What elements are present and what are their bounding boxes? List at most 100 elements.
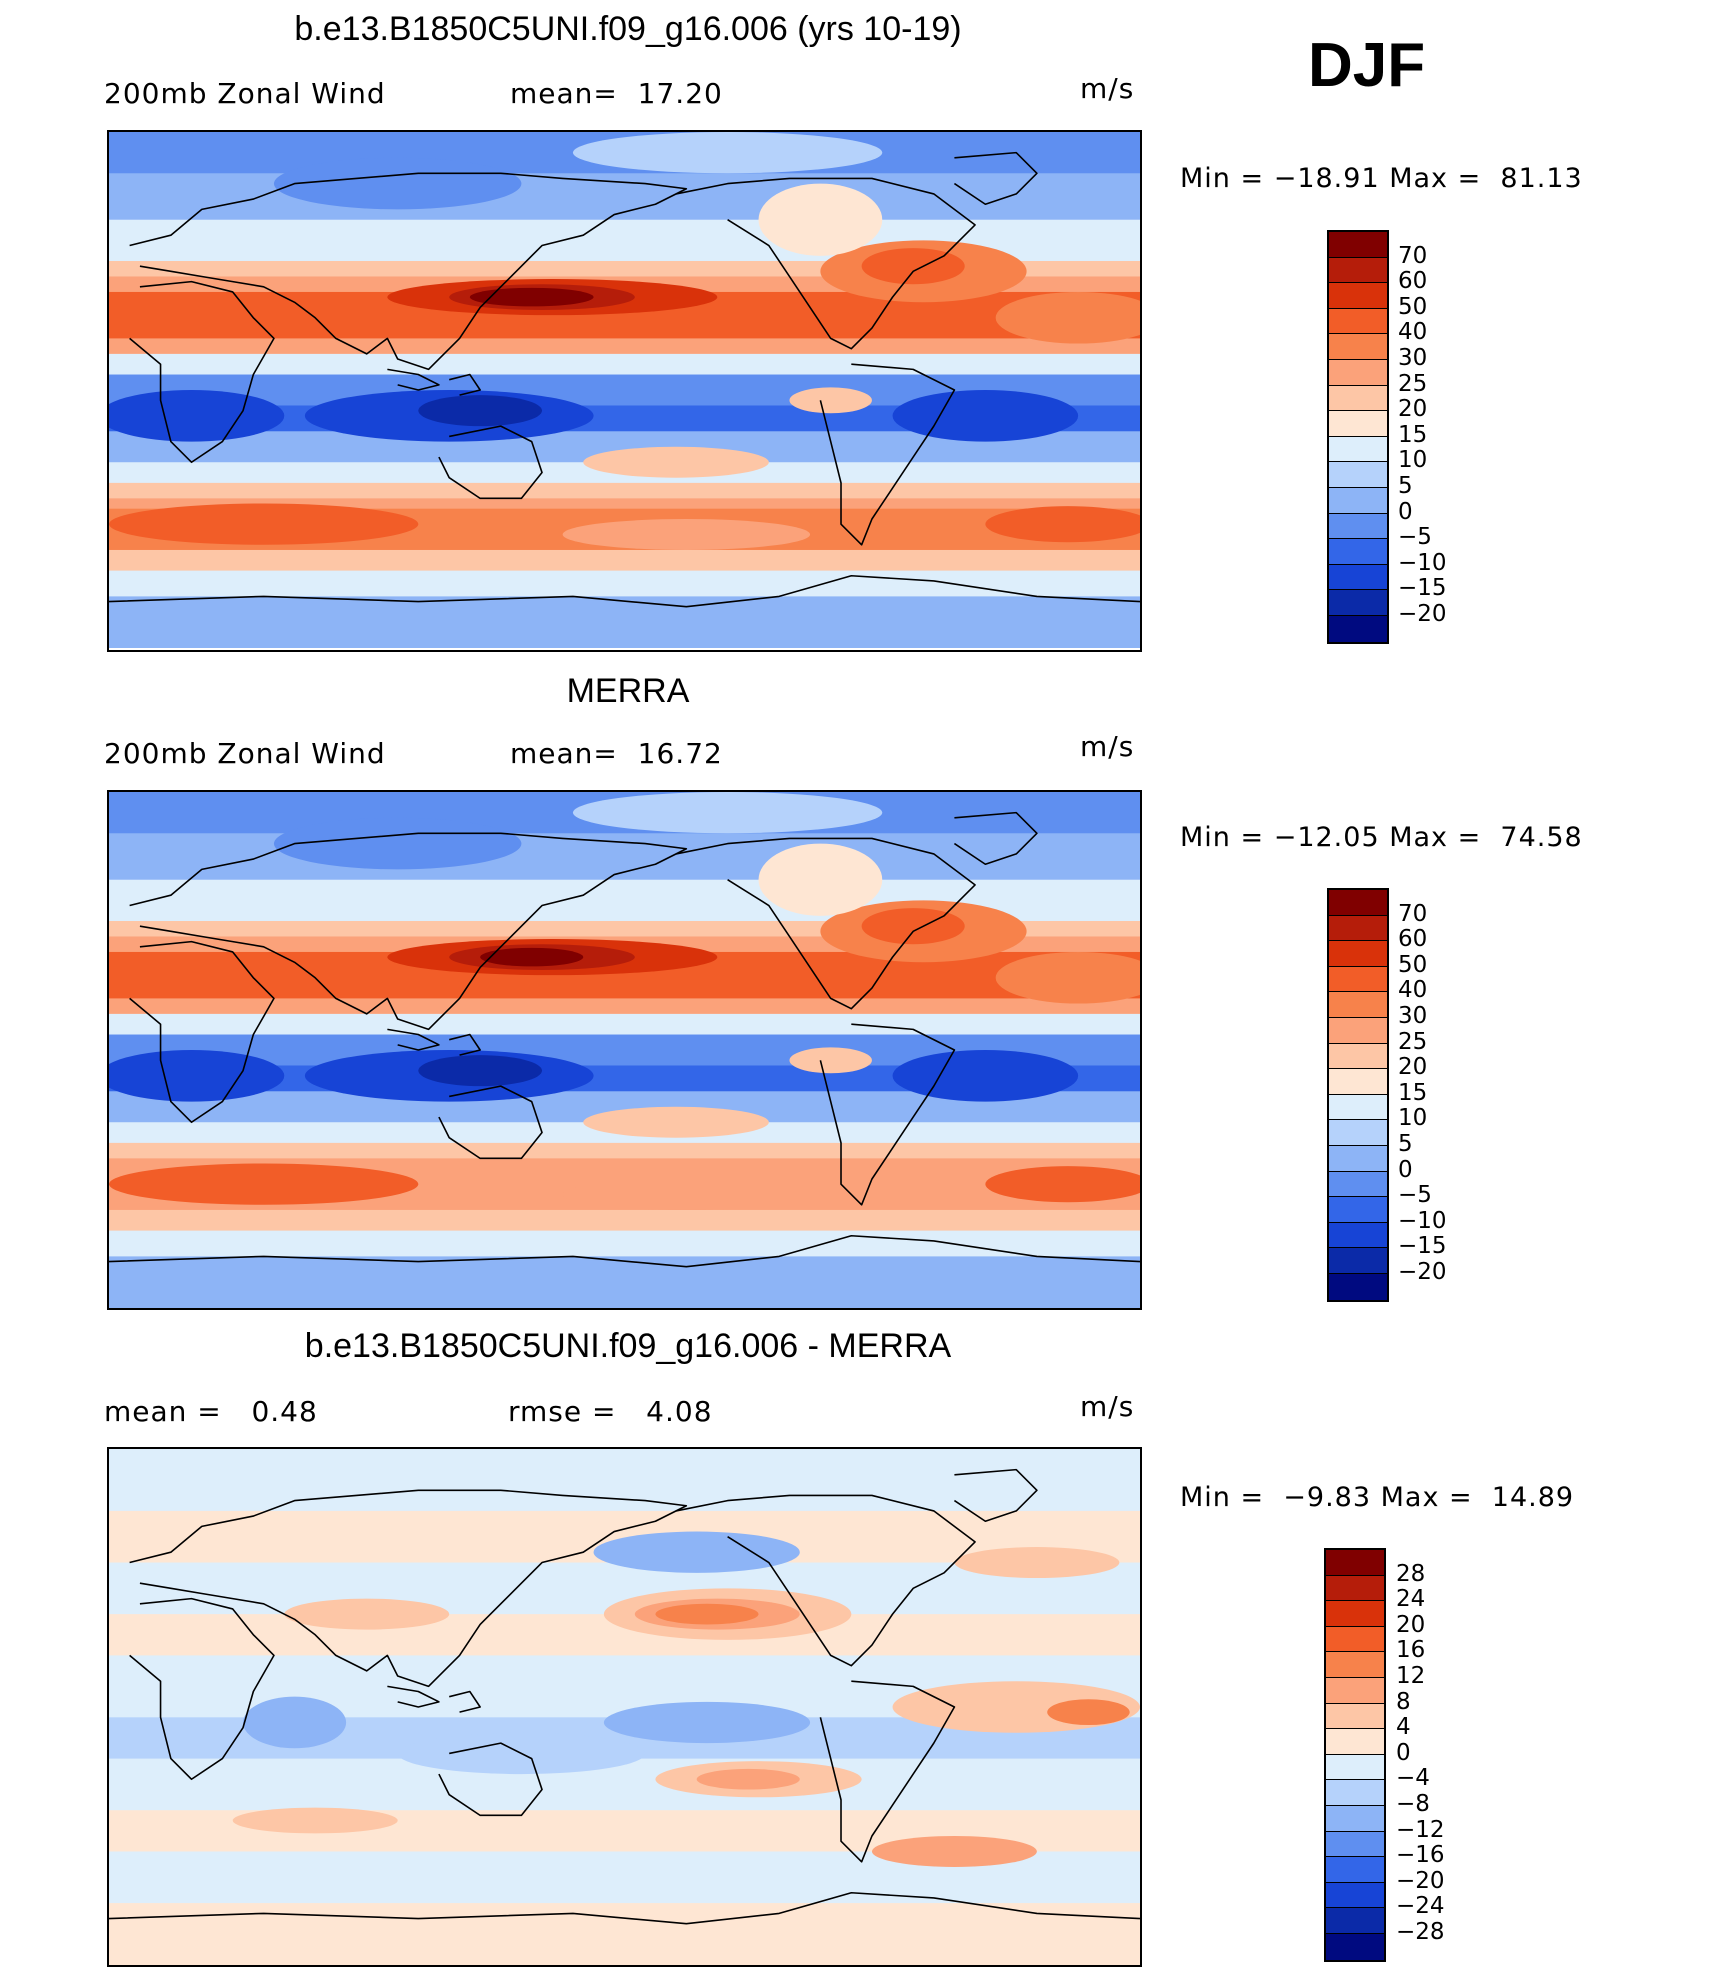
colorbar-swatch (1329, 283, 1387, 309)
colorbar-swatch (1329, 941, 1387, 967)
colorbar-swatch (1329, 411, 1387, 437)
coastline (449, 1690, 481, 1713)
colorbar-swatch (1326, 1857, 1384, 1883)
colorbar-tick-label: 30 (1398, 1003, 1428, 1029)
contour-region (418, 395, 543, 427)
colorbar-swatch (1329, 615, 1387, 642)
panel-2-colorbar (1327, 888, 1389, 1302)
coastline (953, 151, 1038, 206)
colorbar-swatch (1329, 1197, 1387, 1223)
contour-band (109, 1013, 1140, 1036)
colorbar-tick-label: −8 (1396, 1791, 1430, 1817)
colorbar-tick-label: 70 (1398, 242, 1428, 269)
wind-field-svg (109, 1449, 1140, 1965)
contour-region (789, 387, 872, 414)
panel-2-title: MERRA (566, 672, 690, 710)
contour-region (995, 291, 1140, 344)
colorbar-swatch (1326, 1831, 1384, 1858)
coastline (387, 1685, 440, 1708)
colorbar-tick-label: 70 (1398, 900, 1428, 927)
contour-region (572, 132, 883, 174)
panel-3-mean-label: mean = 0.48 (104, 1395, 318, 1428)
colorbar-tick-label: 28 (1396, 1560, 1426, 1587)
contour-region (985, 506, 1140, 543)
colorbar-tick-label: 8 (1396, 1688, 1411, 1715)
colorbar-swatch (1329, 1017, 1387, 1044)
colorbar-swatch (1329, 992, 1387, 1018)
contour-region (562, 1179, 811, 1210)
colorbar-tick-label: 30 (1398, 345, 1428, 371)
colorbar-tick-label: −20 (1396, 1867, 1445, 1894)
colorbar-swatch (1329, 1043, 1387, 1070)
coastline (953, 811, 1038, 866)
colorbar-swatch (1329, 308, 1387, 335)
panel-2-mean-label: mean= 16.72 (510, 737, 723, 770)
colorbar-tick-label: 0 (1398, 1156, 1413, 1183)
coastline (129, 832, 688, 1031)
colorbar-tick-label: −10 (1398, 1207, 1447, 1234)
contour-region (583, 1106, 769, 1138)
colorbar-swatch (1326, 1550, 1384, 1576)
colorbar-tick-label: −28 (1396, 1919, 1445, 1945)
contour-region (273, 157, 522, 210)
colorbar-tick-label: 15 (1398, 1079, 1428, 1106)
coastline (953, 1468, 1038, 1523)
colorbar-swatch (1329, 385, 1387, 412)
contour-band (109, 1449, 1140, 1512)
colorbar-swatch (1329, 890, 1387, 916)
contour-region (109, 1163, 419, 1205)
colorbar-tick-label: 10 (1398, 1105, 1428, 1132)
coastline (675, 1494, 976, 1667)
contour-region (109, 390, 285, 442)
colorbar-swatch (1326, 1933, 1384, 1960)
contour-region (603, 1701, 811, 1744)
contour-band (109, 498, 1140, 510)
colorbar-swatch (1326, 1652, 1384, 1678)
obs-map (107, 790, 1142, 1310)
panel-3-colorbar (1324, 1548, 1386, 1962)
contour-region (758, 183, 883, 256)
colorbar-swatch (1329, 436, 1387, 463)
colorbar-swatch (1329, 966, 1387, 993)
colorbar-swatch (1329, 334, 1387, 360)
coastline (819, 363, 956, 546)
contour-region (469, 287, 594, 307)
coastline (129, 172, 688, 371)
contour-region (861, 248, 965, 285)
colorbar-swatch (1329, 539, 1387, 565)
contour-region (562, 519, 811, 550)
colorbar-tick-label: 50 (1398, 293, 1428, 320)
contour-band (109, 353, 1140, 376)
contour-region (232, 1807, 398, 1834)
colorbar-tick-label: 5 (1398, 473, 1413, 499)
coastline (438, 1742, 543, 1817)
colorbar-swatch (1329, 1248, 1387, 1274)
colorbar-tick-label: 60 (1398, 926, 1428, 953)
coastline (819, 1680, 956, 1863)
colorbar-tick-label: −24 (1396, 1893, 1445, 1920)
colorbar-tick-label: −12 (1396, 1816, 1445, 1843)
contour-region (109, 1050, 285, 1102)
coastline (129, 280, 275, 464)
colorbar-tick-label: 10 (1398, 447, 1428, 474)
contour-region (696, 1768, 800, 1790)
coastline (438, 1085, 543, 1160)
colorbar-tick-label: 5 (1398, 1131, 1413, 1157)
contour-region (789, 1047, 872, 1074)
contour-band (109, 482, 1140, 500)
colorbar-swatch (1329, 1222, 1387, 1249)
colorbar-swatch (1329, 915, 1387, 942)
colorbar-tick-label: 25 (1398, 1028, 1428, 1055)
colorbar-tick-label: 15 (1398, 421, 1428, 448)
contour-region (273, 817, 522, 870)
contour-region (284, 1598, 450, 1630)
contour-region (1047, 1699, 1130, 1726)
panel-1-min-max: Min = −18.91 Max = 81.13 (1180, 163, 1583, 194)
coastline (129, 1597, 275, 1781)
coastline (109, 574, 1140, 608)
panel-3-min-max: Min = −9.83 Max = 14.89 (1180, 1482, 1575, 1513)
colorbar-swatch (1329, 1273, 1387, 1300)
contour-band (109, 1158, 1140, 1170)
colorbar-tick-label: −20 (1398, 1259, 1447, 1285)
colorbar-tick-label: 25 (1398, 370, 1428, 397)
